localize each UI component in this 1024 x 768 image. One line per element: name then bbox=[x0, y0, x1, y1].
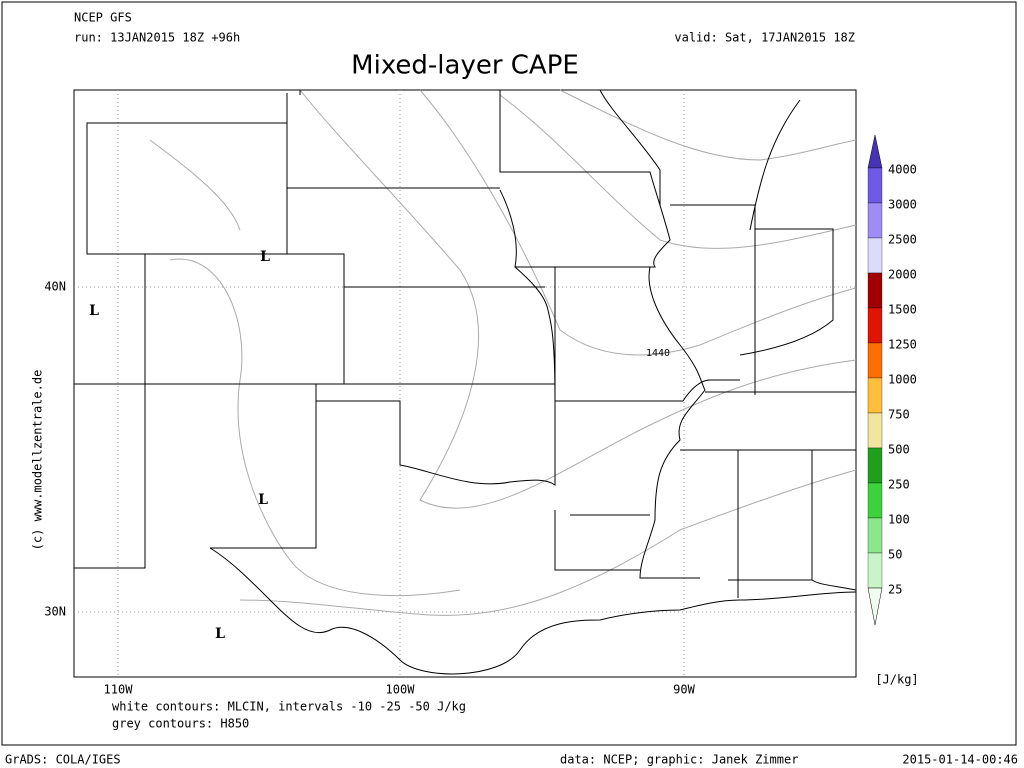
colorbar-label: 250 bbox=[888, 478, 910, 492]
colorbar-label: 500 bbox=[888, 443, 910, 457]
contour bbox=[299, 89, 857, 509]
note: white contours: MLCIN, intervals -10 -25… bbox=[112, 700, 466, 714]
lat-label: 30N bbox=[44, 605, 66, 619]
low-marker: L bbox=[89, 303, 99, 319]
colorbar-unit: [J/kg] bbox=[875, 673, 918, 687]
note: grey contours: H850 bbox=[112, 717, 249, 731]
colorbar-box bbox=[867, 412, 883, 449]
colorbar-label: 4000 bbox=[888, 163, 917, 177]
colorbar-label: 1500 bbox=[888, 303, 917, 317]
colorbar-box bbox=[867, 552, 883, 589]
contour bbox=[169, 258, 461, 597]
borders bbox=[74, 89, 857, 675]
model: NCEP GFS bbox=[74, 11, 132, 25]
colorbar-label: 2000 bbox=[888, 268, 917, 282]
low-marker: L bbox=[215, 626, 225, 642]
footer-center: data: NCEP; graphic: Janek Zimmer bbox=[560, 753, 798, 767]
colorbar-box bbox=[867, 447, 883, 484]
colorbar-label: 1000 bbox=[888, 373, 917, 387]
colorbar-label: 2500 bbox=[888, 233, 917, 247]
lon-label: 100W bbox=[386, 683, 416, 697]
footer-left: GrADS: COLA/IGES bbox=[5, 753, 121, 767]
colorbar-label: 750 bbox=[888, 408, 910, 422]
title: Mixed-layer CAPE bbox=[351, 51, 579, 81]
colorbar-box bbox=[867, 517, 883, 554]
contour bbox=[239, 469, 857, 616]
colorbar-label: 1250 bbox=[888, 338, 917, 352]
lon-label: 110W bbox=[104, 683, 134, 697]
low-marker: L bbox=[258, 492, 268, 508]
contour-label: 1440 bbox=[646, 348, 670, 359]
colorbar: 4000 3000 2500 2000 1500 1250 1000 750 500 250 100… bbox=[867, 134, 917, 626]
lat-label: 40N bbox=[44, 280, 66, 294]
colorbar-label: 3000 bbox=[888, 198, 917, 212]
contour bbox=[499, 94, 857, 249]
low-marker: L bbox=[260, 249, 270, 265]
colorbar-label: 25 bbox=[888, 583, 902, 597]
lon-label: 90W bbox=[673, 683, 695, 697]
state-border bbox=[74, 89, 857, 675]
colorbar-box bbox=[867, 342, 883, 379]
valid: valid: Sat, 17JAN2015 18Z bbox=[674, 31, 855, 45]
colorbar-box bbox=[867, 167, 883, 204]
footer-right: 2015-01-14-00:46 bbox=[902, 753, 1018, 767]
watermark: (c) www.modellzentrale.de bbox=[31, 370, 45, 551]
colorbar-box bbox=[867, 272, 883, 309]
colorbar-box bbox=[867, 202, 883, 239]
colorbar-label: 50 bbox=[888, 548, 902, 562]
colorbar-box bbox=[867, 307, 883, 344]
colorbar-box bbox=[867, 237, 883, 274]
height-contours bbox=[149, 89, 857, 616]
map: L L L L 1440 bbox=[73, 89, 857, 678]
contour bbox=[149, 139, 241, 231]
colorbar-box bbox=[867, 482, 883, 519]
colorbar-label: 100 bbox=[888, 513, 910, 527]
contour bbox=[419, 89, 857, 356]
colorbar-box bbox=[867, 377, 883, 414]
colorbar-bottom bbox=[867, 587, 883, 626]
contour bbox=[559, 89, 857, 161]
run: run: 13JAN2015 18Z +96h bbox=[74, 31, 240, 45]
